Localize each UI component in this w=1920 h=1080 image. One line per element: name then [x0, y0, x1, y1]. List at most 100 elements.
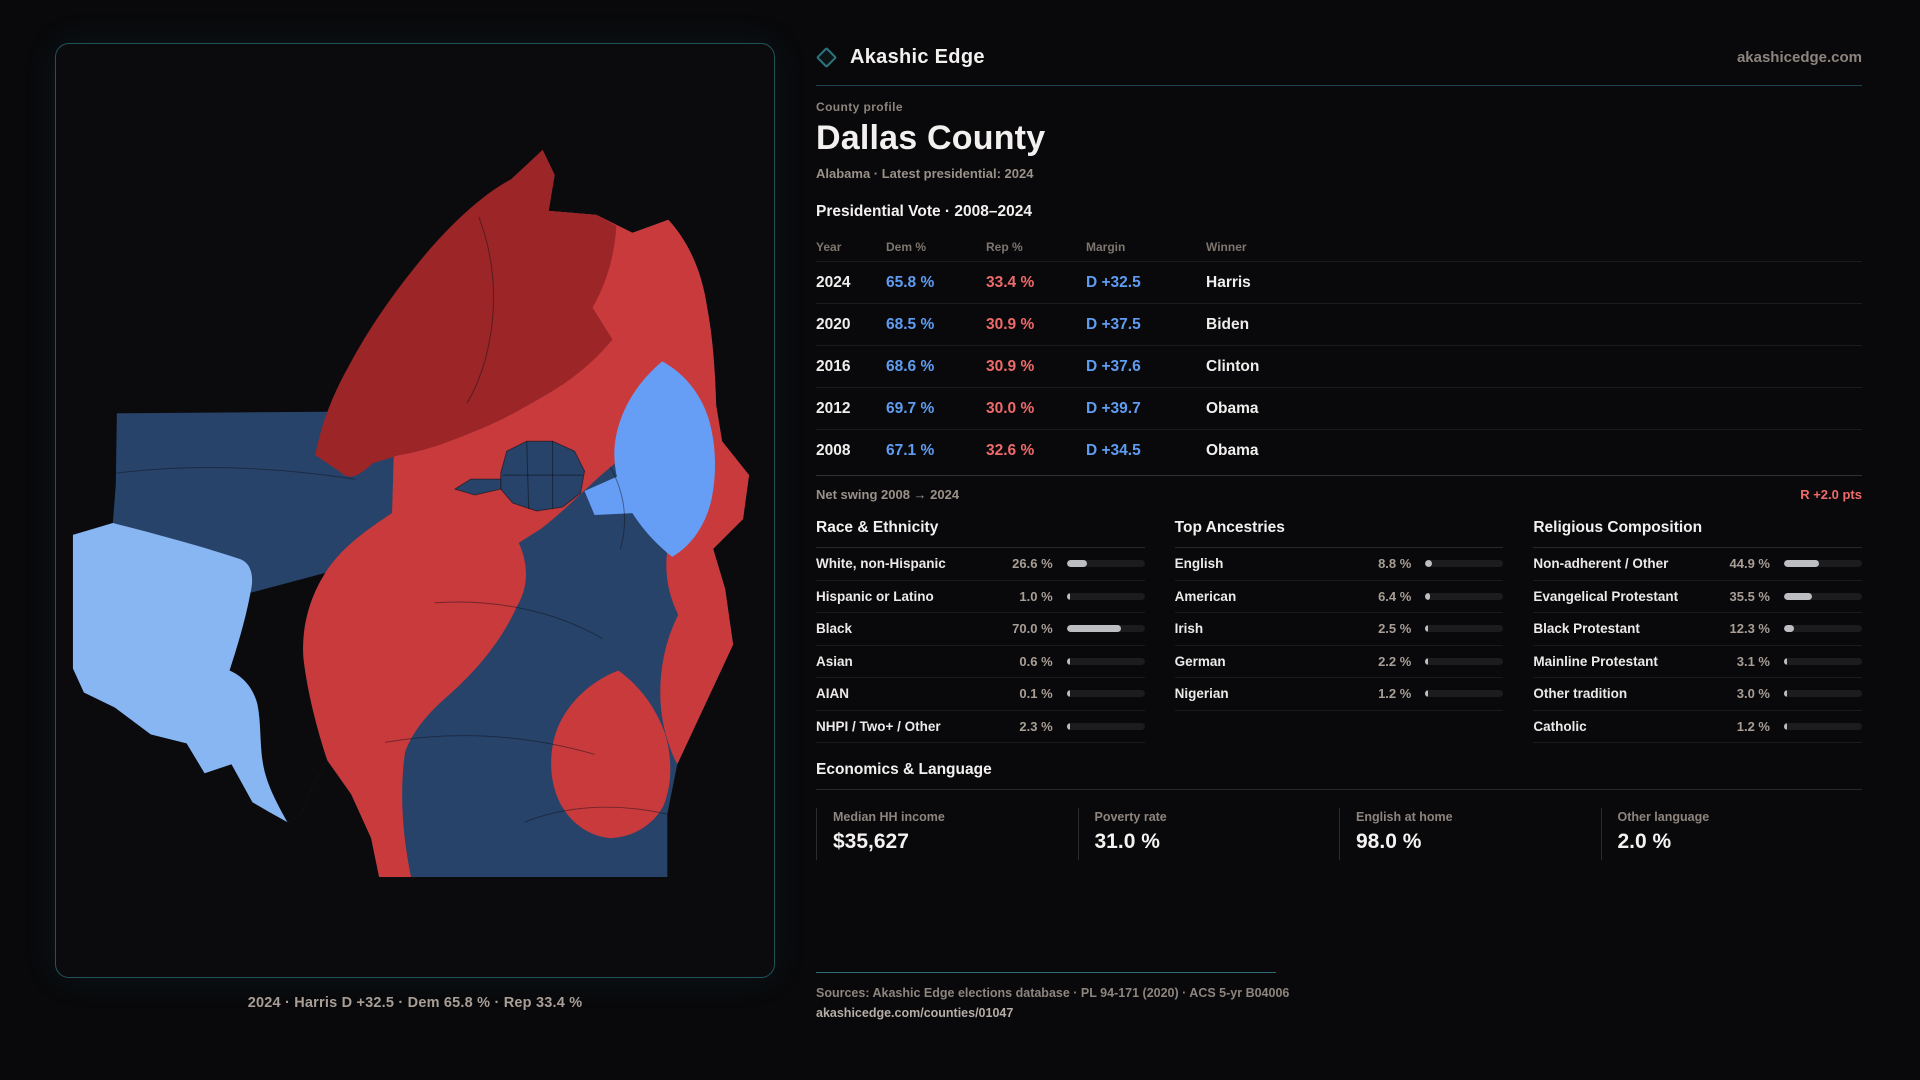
economics-stats: Median HH income $35,627 Poverty rate 31…: [816, 808, 1862, 860]
item-label: AIAN: [816, 686, 849, 702]
item-value: 1.2 %: [1378, 686, 1412, 702]
stat-value: 2.0 %: [1617, 830, 1672, 853]
stat-label: Poverty rate: [1094, 810, 1167, 824]
ancestry-section: Top Ancestries English 8.8 % American 6.…: [1174, 519, 1504, 743]
item-label: Non-adherent / Other: [1533, 556, 1669, 572]
item-value: 8.8 %: [1378, 556, 1412, 572]
county-precinct-map: [72, 150, 750, 877]
winner-cell: Biden: [1206, 315, 1250, 333]
margin-cell: D +39.7: [1086, 399, 1141, 417]
col-margin: Margin: [1086, 240, 1126, 254]
item-label: German: [1174, 653, 1226, 669]
stat-value: 31.0 %: [1094, 830, 1160, 853]
item-bar: [1066, 657, 1145, 665]
winner-cell: Obama: [1206, 441, 1259, 459]
year-cell: 2012: [816, 399, 851, 417]
margin-cell: D +34.5: [1086, 441, 1141, 459]
margin-cell: D +37.6: [1086, 357, 1141, 375]
item-value: 2.3 %: [1019, 718, 1053, 734]
list-item: NHPI / Two+ / Other 2.3 %: [816, 711, 1145, 743]
list-item: Black 70.0 %: [816, 613, 1145, 646]
list-item: English 8.8 %: [1174, 548, 1504, 581]
list-item: Hispanic or Latino 1.0 %: [816, 581, 1145, 613]
table-row: 2012 69.7 % 30.0 % D +39.7 Obama: [816, 387, 1862, 429]
year-cell: 2024: [816, 273, 851, 291]
religion-section: Religious Composition Non-adherent / Oth…: [1533, 519, 1862, 743]
footer-sources: Sources: Akashic Edge elections database…: [816, 986, 1290, 1000]
stat-label: English at home: [1356, 810, 1453, 824]
item-label: Hispanic or Latino: [816, 588, 934, 604]
dem-cell: 68.5 %: [886, 315, 935, 333]
footer-permalink[interactable]: akashicedge.com/counties/01047: [816, 1006, 1014, 1020]
list-item: Irish 2.5 %: [1174, 613, 1504, 646]
item-value: 2.5 %: [1378, 621, 1412, 637]
item-label: Black Protestant: [1533, 621, 1640, 637]
list-item: Other tradition 3.0 %: [1533, 678, 1862, 711]
item-bar: [1783, 560, 1862, 568]
header: Akashic Edge akashicedge.com: [815, 30, 1862, 86]
item-value: 26.6 %: [1012, 556, 1053, 572]
item-bar: [1783, 722, 1862, 730]
stat-card: Other language 2.0 %: [1600, 808, 1863, 860]
list-item: Evangelical Protestant 35.5 %: [1533, 581, 1862, 613]
year-cell: 2008: [816, 441, 851, 459]
table-row: 2016 68.6 % 30.9 % D +37.6 Clinton: [816, 345, 1862, 387]
stat-card: English at home 98.0 %: [1339, 808, 1601, 860]
item-value: 70.0 %: [1012, 621, 1053, 637]
item-bar: [1425, 625, 1504, 633]
stat-card: Median HH income $35,627: [816, 808, 1078, 860]
list-item: Nigerian 1.2 %: [1174, 678, 1504, 711]
religion-section-title: Religious Composition: [1533, 519, 1862, 548]
table-row: 2024 65.8 % 33.4 % D +32.5 Harris: [816, 261, 1862, 303]
list-item: AIAN 0.1 %: [816, 678, 1145, 711]
margin-cell: D +32.5: [1086, 273, 1141, 291]
page-title: Dallas County: [816, 119, 1046, 157]
list-item: White, non-Hispanic 26.6 %: [816, 548, 1145, 581]
item-bar: [1066, 625, 1145, 633]
list-item: Black Protestant 12.3 %: [1533, 613, 1862, 646]
list-item: Non-adherent / Other 44.9 %: [1533, 548, 1862, 581]
item-label: Evangelical Protestant: [1533, 588, 1679, 604]
economics-title: Economics & Language: [816, 761, 1862, 790]
race-section: Race & Ethnicity White, non-Hispanic 26.…: [816, 519, 1145, 743]
item-value: 3.1 %: [1736, 653, 1770, 669]
item-value: 6.4 %: [1378, 588, 1412, 604]
dem-cell: 65.8 %: [886, 273, 935, 291]
item-label: Irish: [1174, 621, 1204, 637]
rep-cell: 30.9 %: [986, 357, 1035, 375]
item-value: 0.1 %: [1019, 686, 1053, 702]
item-bar: [1425, 592, 1504, 600]
item-bar: [1066, 690, 1145, 698]
race-section-title: Race & Ethnicity: [816, 519, 1145, 548]
stat-value: 98.0 %: [1356, 830, 1422, 853]
rep-cell: 30.0 %: [986, 399, 1035, 417]
net-swing-row: Net swing 2008 → 2024 R +2.0 pts: [816, 476, 1862, 515]
ancestry-section-title: Top Ancestries: [1174, 519, 1504, 548]
vote-table-header: Year Dem % Rep % Margin Winner: [816, 233, 1862, 261]
item-bar: [1783, 625, 1862, 633]
col-year: Year: [816, 240, 842, 254]
item-value: 0.6 %: [1019, 653, 1053, 669]
col-winner: Winner: [1206, 240, 1247, 254]
rep-cell: 32.6 %: [986, 441, 1035, 459]
footer-divider: [816, 972, 1276, 973]
item-bar: [1066, 592, 1145, 600]
item-bar: [1066, 560, 1145, 568]
site-link[interactable]: akashicedge.com: [1736, 49, 1862, 66]
item-bar: [1425, 690, 1504, 698]
table-row: 2008 67.1 % 32.6 % D +34.5 Obama: [816, 429, 1862, 471]
list-item: Asian 0.6 %: [816, 646, 1145, 678]
item-label: Black: [816, 621, 853, 637]
item-value: 1.2 %: [1736, 718, 1770, 734]
item-bar: [1425, 657, 1504, 665]
list-item: Mainline Protestant 3.1 %: [1533, 646, 1862, 678]
item-bar: [1425, 560, 1504, 568]
item-value: 3.0 %: [1736, 686, 1770, 702]
winner-cell: Obama: [1206, 399, 1259, 417]
list-item: Catholic 1.2 %: [1533, 711, 1862, 743]
diamond-logo-icon: [815, 46, 838, 69]
map-caption: 2024 · Harris D +32.5 · Dem 65.8 % · Rep…: [247, 995, 583, 1011]
item-label: English: [1174, 556, 1224, 572]
item-label: NHPI / Two+ / Other: [816, 718, 941, 734]
stat-card: Poverty rate 31.0 %: [1077, 808, 1340, 860]
